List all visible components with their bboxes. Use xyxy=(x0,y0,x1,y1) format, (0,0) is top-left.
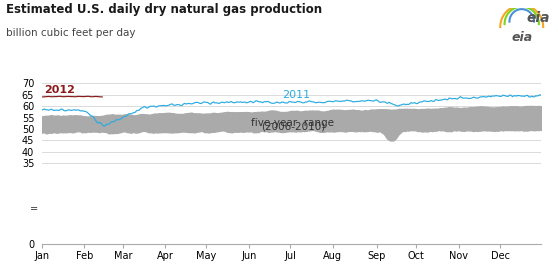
Text: billion cubic feet per day: billion cubic feet per day xyxy=(6,28,135,38)
Text: eia: eia xyxy=(526,11,550,25)
Text: five-year  range: five-year range xyxy=(252,118,334,128)
Text: =: = xyxy=(30,204,38,214)
Text: 2012: 2012 xyxy=(45,84,75,94)
Text: eia: eia xyxy=(511,31,532,43)
Text: 2011: 2011 xyxy=(282,90,310,100)
Text: Estimated U.S. daily dry natural gas production: Estimated U.S. daily dry natural gas pro… xyxy=(6,3,322,16)
Text: (2006-2010): (2006-2010) xyxy=(261,122,325,132)
